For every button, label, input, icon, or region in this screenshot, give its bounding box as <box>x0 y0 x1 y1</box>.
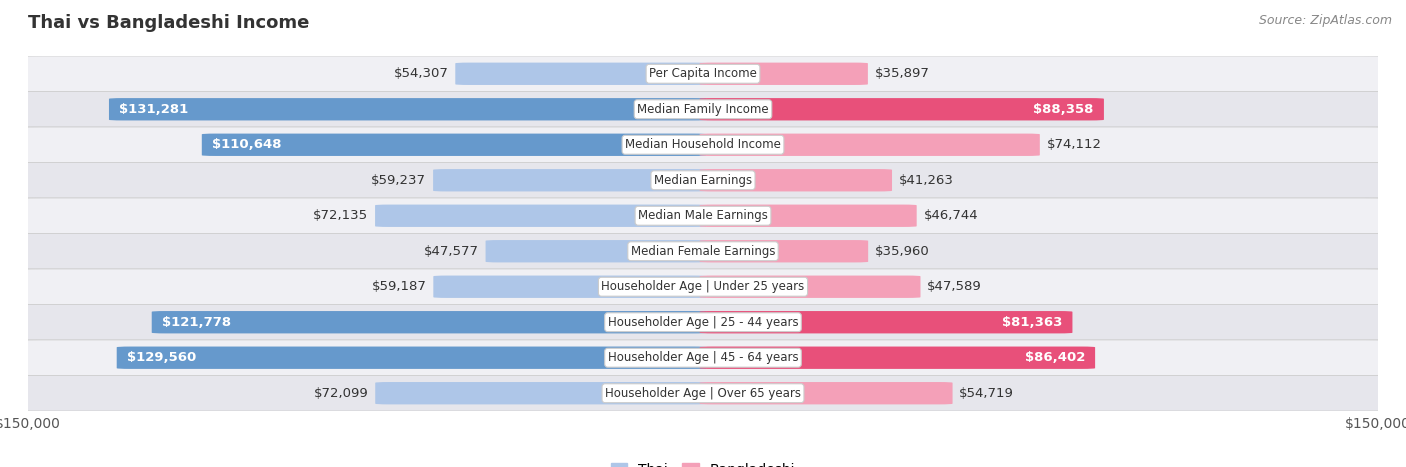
Text: $35,960: $35,960 <box>875 245 929 258</box>
Text: Householder Age | 25 - 44 years: Householder Age | 25 - 44 years <box>607 316 799 329</box>
Text: $81,363: $81,363 <box>1002 316 1063 329</box>
Text: Householder Age | Under 25 years: Householder Age | Under 25 years <box>602 280 804 293</box>
FancyBboxPatch shape <box>14 269 1392 304</box>
FancyBboxPatch shape <box>433 276 706 298</box>
FancyBboxPatch shape <box>14 340 1392 375</box>
Text: Median Earnings: Median Earnings <box>654 174 752 187</box>
Text: Median Family Income: Median Family Income <box>637 103 769 116</box>
FancyBboxPatch shape <box>456 63 706 85</box>
FancyBboxPatch shape <box>14 234 1392 269</box>
FancyBboxPatch shape <box>700 382 953 404</box>
Text: Householder Age | Over 65 years: Householder Age | Over 65 years <box>605 387 801 400</box>
Text: $54,307: $54,307 <box>394 67 449 80</box>
FancyBboxPatch shape <box>117 347 706 369</box>
Legend: Thai, Bangladeshi: Thai, Bangladeshi <box>605 457 801 467</box>
Text: $74,112: $74,112 <box>1046 138 1101 151</box>
Text: Source: ZipAtlas.com: Source: ZipAtlas.com <box>1258 14 1392 27</box>
FancyBboxPatch shape <box>700 134 1040 156</box>
Text: $47,577: $47,577 <box>423 245 479 258</box>
FancyBboxPatch shape <box>700 240 868 262</box>
FancyBboxPatch shape <box>700 276 921 298</box>
FancyBboxPatch shape <box>14 163 1392 198</box>
Text: $35,897: $35,897 <box>875 67 929 80</box>
Text: $59,237: $59,237 <box>371 174 426 187</box>
FancyBboxPatch shape <box>700 169 891 191</box>
Text: $72,135: $72,135 <box>314 209 368 222</box>
FancyBboxPatch shape <box>14 127 1392 163</box>
Text: Per Capita Income: Per Capita Income <box>650 67 756 80</box>
Text: $88,358: $88,358 <box>1033 103 1094 116</box>
FancyBboxPatch shape <box>433 169 706 191</box>
FancyBboxPatch shape <box>700 98 1104 120</box>
Text: $46,744: $46,744 <box>924 209 979 222</box>
Text: $110,648: $110,648 <box>212 138 281 151</box>
FancyBboxPatch shape <box>700 311 1073 333</box>
Text: $41,263: $41,263 <box>898 174 953 187</box>
Text: Median Female Earnings: Median Female Earnings <box>631 245 775 258</box>
FancyBboxPatch shape <box>14 56 1392 92</box>
Text: $47,589: $47,589 <box>927 280 981 293</box>
Text: $129,560: $129,560 <box>127 351 195 364</box>
FancyBboxPatch shape <box>14 92 1392 127</box>
FancyBboxPatch shape <box>700 63 868 85</box>
Text: Thai vs Bangladeshi Income: Thai vs Bangladeshi Income <box>28 14 309 32</box>
FancyBboxPatch shape <box>110 98 706 120</box>
FancyBboxPatch shape <box>700 205 917 227</box>
Text: Median Household Income: Median Household Income <box>626 138 780 151</box>
Text: $72,099: $72,099 <box>314 387 368 400</box>
FancyBboxPatch shape <box>700 347 1095 369</box>
Text: $86,402: $86,402 <box>1025 351 1085 364</box>
FancyBboxPatch shape <box>14 304 1392 340</box>
FancyBboxPatch shape <box>485 240 706 262</box>
Text: Householder Age | 45 - 64 years: Householder Age | 45 - 64 years <box>607 351 799 364</box>
Text: Median Male Earnings: Median Male Earnings <box>638 209 768 222</box>
FancyBboxPatch shape <box>152 311 706 333</box>
FancyBboxPatch shape <box>202 134 706 156</box>
Text: $59,187: $59,187 <box>371 280 426 293</box>
FancyBboxPatch shape <box>375 205 706 227</box>
FancyBboxPatch shape <box>375 382 706 404</box>
Text: $54,719: $54,719 <box>959 387 1014 400</box>
Text: $121,778: $121,778 <box>162 316 231 329</box>
FancyBboxPatch shape <box>14 375 1392 411</box>
Text: $131,281: $131,281 <box>120 103 188 116</box>
FancyBboxPatch shape <box>14 198 1392 234</box>
